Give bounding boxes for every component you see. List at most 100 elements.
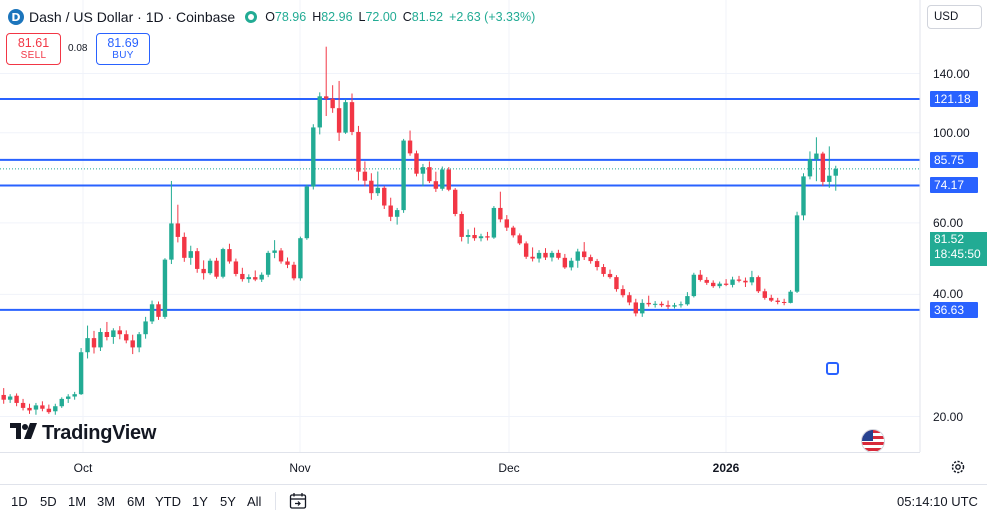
- candle: [627, 292, 632, 306]
- candle: [91, 330, 97, 354]
- candle: [7, 394, 13, 403]
- candle: [40, 401, 45, 412]
- candle: [594, 258, 600, 271]
- candle: [259, 272, 264, 282]
- candle: [66, 394, 71, 403]
- range-button-1y[interactable]: 1Y: [192, 494, 208, 509]
- tradingview-logo[interactable]: TradingView: [10, 422, 156, 445]
- candle: [311, 124, 316, 190]
- range-button-1m[interactable]: 1M: [68, 494, 87, 509]
- candle: [723, 279, 729, 287]
- candle: [453, 188, 458, 217]
- time-axis-tick: 2026: [712, 461, 740, 475]
- candle: [498, 191, 503, 223]
- buy-button[interactable]: 81.69 BUY: [96, 33, 150, 65]
- ohlc-low-label: L: [358, 10, 366, 24]
- candle: [233, 258, 239, 277]
- symbol-title[interactable]: Dash / US Dollar · 1D · Coinbase: [29, 9, 236, 25]
- last-price-label: 81.52 18:45:50: [930, 232, 987, 266]
- candle: [272, 240, 277, 259]
- candle: [691, 272, 697, 298]
- range-button-1d[interactable]: 1D: [11, 494, 28, 509]
- candle: [53, 403, 58, 415]
- candle: [420, 163, 426, 187]
- candle: [601, 264, 606, 277]
- candle: [427, 161, 432, 184]
- ohlc-low: 72.00: [365, 10, 397, 24]
- candle: [162, 258, 168, 319]
- candle: [543, 248, 548, 260]
- candle: [820, 151, 826, 186]
- price-axis-tick: 100.00: [933, 125, 970, 140]
- candle: [195, 248, 200, 273]
- candle: [349, 93, 355, 136]
- candle: [394, 207, 400, 225]
- sell-label: SELL: [20, 50, 47, 61]
- range-button-5d[interactable]: 5D: [40, 494, 57, 509]
- candle: [130, 334, 135, 355]
- utc-clock[interactable]: 05:14:10 UTC: [897, 494, 978, 509]
- bar-countdown: 18:45:50: [934, 247, 981, 261]
- candle-series: [1, 46, 838, 415]
- range-button-6m[interactable]: 6M: [127, 494, 146, 509]
- candle: [336, 80, 342, 141]
- sell-button[interactable]: 81.61 SELL: [6, 33, 61, 65]
- candle: [298, 236, 303, 281]
- range-button-all[interactable]: All: [247, 494, 262, 509]
- ohlc-close-label: C: [402, 10, 412, 24]
- range-button-3m[interactable]: 3M: [97, 494, 116, 509]
- candle: [730, 276, 735, 288]
- candle: [678, 301, 684, 308]
- candle: [607, 269, 613, 279]
- currency-selector[interactable]: USD: [927, 5, 982, 29]
- candle: [149, 300, 155, 325]
- time-axis-tick: Dec: [498, 461, 520, 475]
- price-axis-tick: 20.00: [933, 409, 964, 424]
- candle: [614, 275, 619, 292]
- range-button-ytd[interactable]: YTD: [155, 494, 181, 509]
- candle: [478, 233, 484, 242]
- time-axis-tick: Nov: [289, 461, 311, 475]
- candle: [827, 146, 832, 188]
- candle: [1, 388, 6, 404]
- ohlc-open: 78.96: [274, 10, 307, 24]
- us-flag-icon[interactable]: [861, 429, 885, 453]
- candle: [214, 257, 219, 279]
- candle: [156, 301, 161, 320]
- candle: [472, 227, 477, 241]
- candle: [207, 258, 213, 275]
- candle: [117, 326, 122, 340]
- calendar-range-icon[interactable]: [289, 492, 307, 510]
- candle: [227, 243, 232, 264]
- candle: [59, 397, 64, 408]
- candle: [698, 270, 703, 282]
- candle: [465, 229, 471, 244]
- candle: [72, 391, 77, 400]
- range-button-5y[interactable]: 5Y: [220, 494, 236, 509]
- candle: [343, 99, 348, 134]
- price-axis-tick: 140.00: [933, 66, 970, 81]
- candle: [711, 280, 716, 288]
- level-price-label: 74.17: [930, 177, 978, 194]
- candle: [324, 46, 329, 117]
- candle: [562, 253, 568, 269]
- candle: [801, 173, 806, 221]
- candle: [388, 197, 393, 222]
- buy-price: 81.69: [107, 36, 139, 50]
- candle: [356, 125, 361, 181]
- candle: [20, 398, 26, 411]
- toolbar-divider: [275, 492, 276, 510]
- candle: [27, 403, 32, 414]
- candle: [575, 248, 580, 268]
- dash-logo-icon: D: [8, 9, 24, 25]
- candle: [704, 277, 709, 285]
- level-handle[interactable]: [826, 362, 839, 375]
- candle: [788, 289, 793, 304]
- candle: [640, 299, 645, 317]
- candle: [717, 281, 722, 289]
- chart-settings-gear-icon[interactable]: [950, 459, 966, 475]
- candle: [240, 267, 245, 282]
- ohlc-high-label: H: [312, 10, 322, 24]
- candle: [33, 402, 39, 415]
